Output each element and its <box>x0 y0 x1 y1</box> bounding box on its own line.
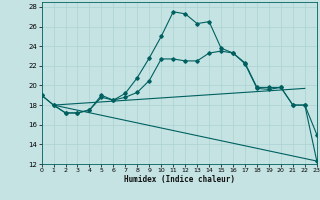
X-axis label: Humidex (Indice chaleur): Humidex (Indice chaleur) <box>124 175 235 184</box>
